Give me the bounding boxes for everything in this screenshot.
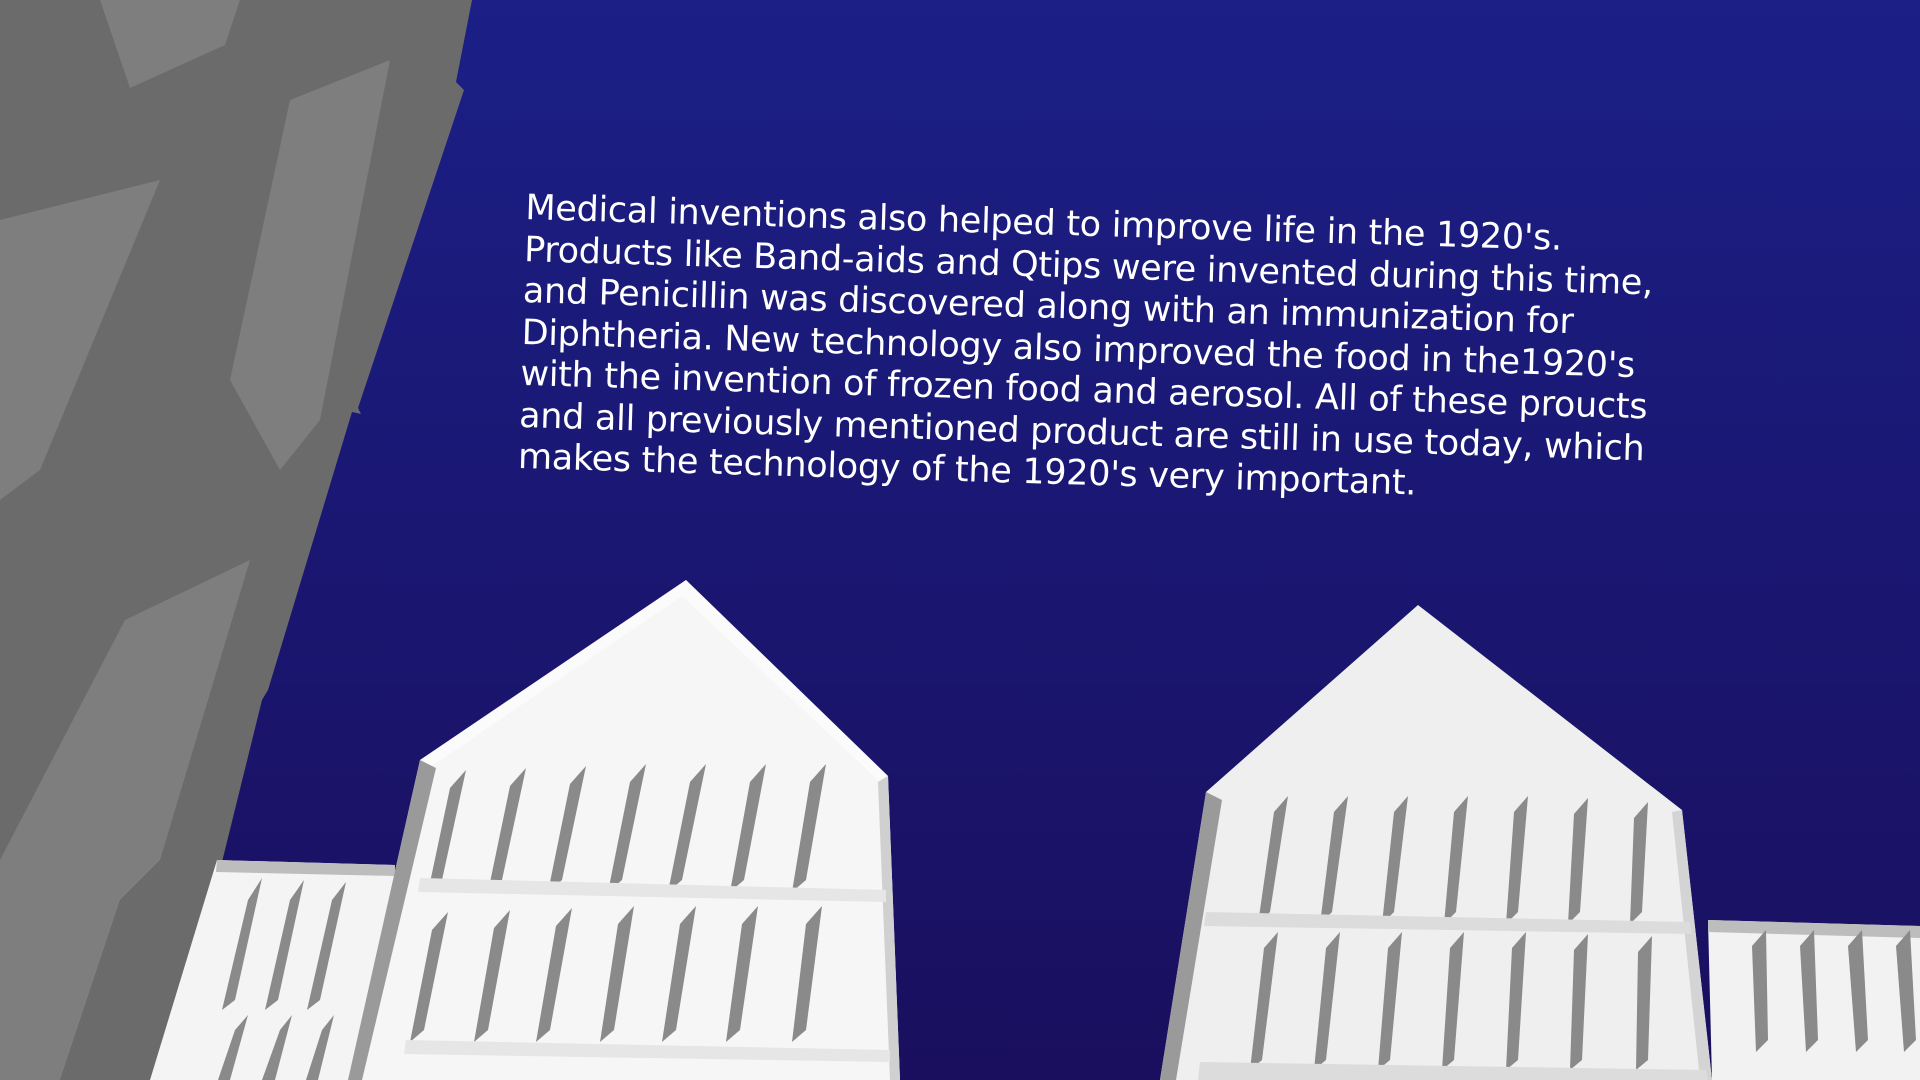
right-tall-building bbox=[1160, 605, 1712, 1080]
left-tall-building bbox=[348, 580, 900, 1080]
slide-paragraph: Medical inventions also helped to improv… bbox=[517, 188, 1785, 516]
left-wall bbox=[0, 0, 472, 1080]
right-low-building bbox=[1708, 920, 1920, 1080]
left-low-building bbox=[150, 860, 395, 1080]
